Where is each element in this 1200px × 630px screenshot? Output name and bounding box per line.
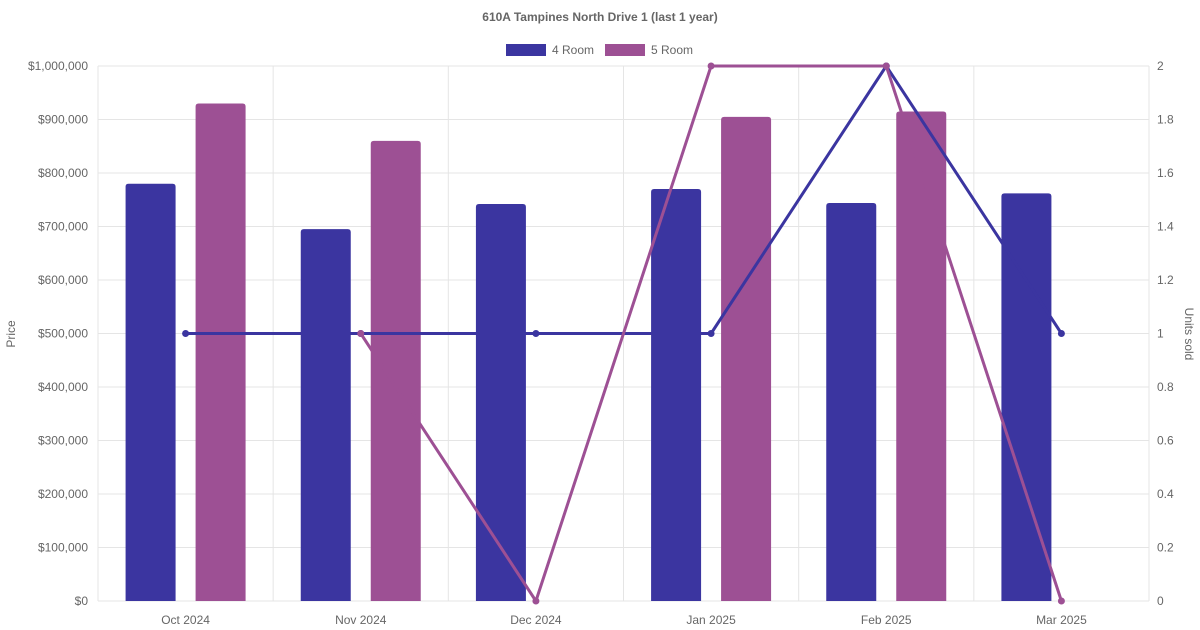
legend-label-5-room: 5 Room	[651, 43, 693, 57]
y-tick-label: $1,000,000	[28, 59, 88, 73]
point-4-room[interactable]	[1057, 330, 1065, 337]
y2-tick-label: 0.2	[1157, 541, 1174, 555]
y-tick-label: $700,000	[38, 220, 88, 234]
x-tick-label: Mar 2025	[1036, 613, 1087, 627]
point-5-room[interactable]	[357, 330, 365, 337]
x-tick-label: Feb 2025	[861, 613, 912, 627]
bar-4-room[interactable]	[300, 229, 351, 602]
y2-tick-label: 0.6	[1157, 434, 1174, 448]
bar-4-room[interactable]	[125, 183, 176, 601]
x-tick-label: Jan 2025	[686, 613, 736, 627]
y2-tick-label: 1.8	[1157, 113, 1174, 127]
point-4-room[interactable]	[707, 330, 715, 337]
chart-title: 610A Tampines North Drive 1 (last 1 year…	[482, 10, 717, 24]
y2-tick-label: 2	[1157, 59, 1164, 73]
y2-tick-label: 0.8	[1157, 380, 1174, 394]
legend: 4 Room 5 Room	[506, 43, 693, 57]
y-axis-ticks: $0 $100,000 $200,000 $300,000 $400,000 $500,0…	[28, 59, 88, 608]
bar-5-room[interactable]	[195, 103, 246, 601]
y-tick-label: $0	[75, 594, 89, 608]
y2-axis-title: Units sold	[1182, 308, 1196, 361]
y2-tick-label: 1.4	[1157, 220, 1174, 234]
legend-swatch-4-room	[506, 44, 546, 56]
y2-tick-label: 1	[1157, 327, 1164, 341]
y-tick-label: $100,000	[38, 541, 88, 555]
x-tick-label: Nov 2024	[335, 613, 387, 627]
point-4-room[interactable]	[182, 330, 190, 337]
y2-tick-label: 1.6	[1157, 166, 1174, 180]
bar-4-room[interactable]	[651, 189, 702, 602]
y2-tick-label: 0	[1157, 594, 1164, 608]
unit-lines	[182, 62, 1065, 605]
point-4-room[interactable]	[532, 330, 540, 337]
bar-4-room[interactable]	[826, 202, 877, 601]
x-axis-ticks: Oct 2024 Nov 2024 Dec 2024 Jan 2025 Feb 2025…	[161, 613, 1087, 627]
point-5-room[interactable]	[532, 597, 540, 605]
bar-4-room[interactable]	[1001, 193, 1052, 601]
y-tick-label: $600,000	[38, 273, 88, 287]
legend-item-5-room[interactable]: 5 Room	[605, 43, 693, 57]
bar-5-room[interactable]	[370, 140, 421, 601]
x-tick-label: Dec 2024	[510, 613, 562, 627]
y-axis-title: Price	[4, 320, 18, 348]
point-5-room[interactable]	[1057, 597, 1065, 605]
y-tick-label: $300,000	[38, 434, 88, 448]
y-tick-label: $900,000	[38, 113, 88, 127]
y-tick-label: $800,000	[38, 166, 88, 180]
bars	[125, 103, 1052, 602]
y2-axis-ticks: 0 0.2 0.4 0.6 0.8 1 1.2 1.4 1.6 1.8 2	[1157, 59, 1174, 608]
x-tick-label: Oct 2024	[161, 613, 210, 627]
y-tick-label: $200,000	[38, 487, 88, 501]
y-tick-label: $500,000	[38, 327, 88, 341]
bar-4-room[interactable]	[475, 204, 526, 601]
bar-5-room[interactable]	[721, 116, 772, 601]
legend-item-4-room[interactable]: 4 Room	[506, 43, 594, 57]
y2-tick-label: 1.2	[1157, 273, 1174, 287]
point-5-room[interactable]	[882, 62, 890, 70]
bar-5-room[interactable]	[896, 111, 947, 601]
y2-tick-label: 0.4	[1157, 487, 1174, 501]
y-tick-label: $400,000	[38, 380, 88, 394]
legend-label-4-room: 4 Room	[552, 43, 594, 57]
legend-swatch-5-room	[605, 44, 645, 56]
point-5-room[interactable]	[707, 62, 715, 70]
